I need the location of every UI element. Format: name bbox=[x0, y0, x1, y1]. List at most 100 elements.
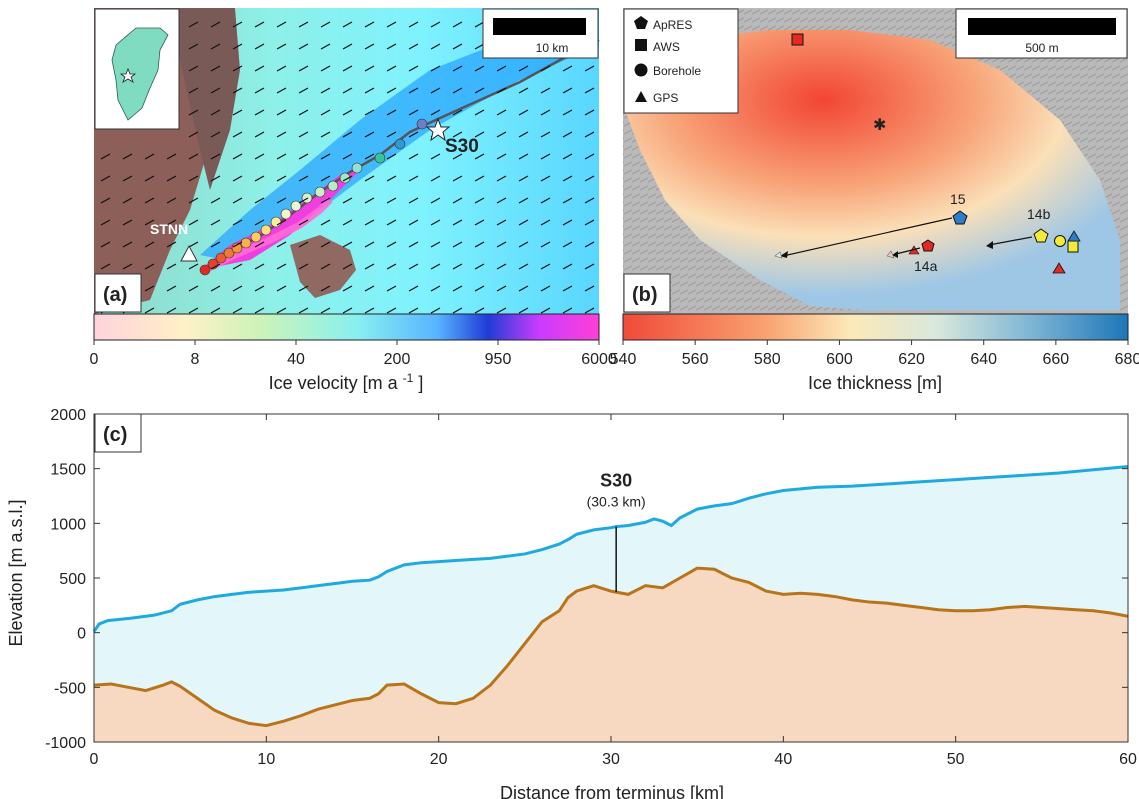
velocity-arrow bbox=[518, 109, 529, 116]
site-14b-arrow-icon bbox=[986, 241, 993, 249]
panel-b: ApRES AWS Borehole GPS 500 m ✱ 15 bbox=[610, 8, 1139, 393]
velocity-arrow bbox=[188, 21, 199, 28]
velocity-arrow bbox=[364, 131, 375, 138]
velocity-arrow bbox=[386, 131, 397, 138]
velocity-arrow bbox=[430, 241, 441, 248]
annotation-subtitle: (30.3 km) bbox=[587, 494, 646, 510]
velocity-arrow bbox=[474, 307, 485, 314]
velocity-arrow bbox=[430, 285, 441, 292]
velocity-arrow bbox=[584, 109, 595, 116]
velocity-arrow bbox=[210, 87, 221, 94]
velocity-arrow bbox=[144, 197, 155, 204]
velocity-arrow bbox=[232, 87, 243, 94]
velocity-arrow bbox=[100, 241, 111, 248]
velocity-arrow bbox=[232, 307, 243, 314]
bed-fill bbox=[94, 568, 1128, 742]
flowline-point bbox=[240, 237, 252, 249]
velocity-arrow bbox=[276, 307, 287, 314]
y-tick-label: 1000 bbox=[50, 516, 86, 533]
island bbox=[290, 235, 356, 298]
velocity-arrow bbox=[474, 109, 485, 116]
panel-c-label-box bbox=[94, 413, 142, 453]
velocity-arrow bbox=[518, 131, 529, 138]
velocity-arrow bbox=[276, 219, 287, 226]
velocity-arrow bbox=[254, 131, 265, 138]
velocity-arrow bbox=[408, 197, 419, 204]
panel-a-label-box bbox=[94, 273, 142, 313]
velocity-arrow bbox=[276, 87, 287, 94]
velocity-arrow bbox=[254, 197, 265, 204]
colorbar-tick-label: 680 bbox=[1115, 351, 1139, 368]
velocity-arrow bbox=[452, 197, 463, 204]
velocity-arrow bbox=[562, 109, 573, 116]
velocity-arrow bbox=[122, 153, 133, 160]
velocity-arrow bbox=[386, 263, 397, 270]
velocity-arrow bbox=[408, 153, 419, 160]
bed-line bbox=[93, 566, 1129, 728]
site-14b: 14b bbox=[986, 206, 1081, 274]
x-axis-label: Distance from terminus [km] bbox=[500, 783, 724, 799]
velocity-arrow bbox=[342, 241, 353, 248]
site-14a-endpoint bbox=[886, 250, 895, 259]
velocity-colorbar bbox=[93, 313, 600, 341]
velocity-arrow bbox=[166, 241, 177, 248]
velocity-arrow bbox=[408, 307, 419, 314]
flowline-point bbox=[351, 162, 363, 174]
velocity-arrow bbox=[408, 21, 419, 28]
velocity-arrow bbox=[254, 153, 265, 160]
velocity-colorbar-ticks: 0 8 40 200 950 6000 bbox=[90, 340, 617, 368]
velocity-arrow bbox=[254, 263, 265, 270]
velocity-arrow bbox=[320, 153, 331, 160]
velocity-arrow bbox=[364, 109, 375, 116]
velocity-arrow bbox=[364, 21, 375, 28]
x-tick-label: 0 bbox=[90, 751, 99, 768]
velocity-arrow bbox=[100, 263, 111, 270]
velocity-arrow bbox=[298, 263, 309, 270]
site-14b-apres-icon bbox=[1033, 228, 1049, 243]
legend-apres: ApRES bbox=[653, 18, 692, 32]
x-tick-label: 50 bbox=[947, 751, 965, 768]
velocity-arrow bbox=[122, 263, 133, 270]
velocity-arrow bbox=[342, 109, 353, 116]
velocity-arrow bbox=[540, 263, 551, 270]
velocity-arrow bbox=[364, 307, 375, 314]
velocity-arrow bbox=[122, 197, 133, 204]
velocity-arrow bbox=[254, 219, 265, 226]
fast-flow-region bbox=[200, 8, 599, 262]
velocity-arrow bbox=[232, 43, 243, 50]
velocity-arrow bbox=[298, 285, 309, 292]
velocity-arrow bbox=[232, 175, 243, 182]
station-label: STNN bbox=[150, 221, 188, 237]
velocity-arrow bbox=[430, 87, 441, 94]
velocity-arrow bbox=[276, 109, 287, 116]
panel-a: 10 km S30 STNN (a) 0 8 40 200 950 6000 Ice ve… bbox=[90, 8, 617, 393]
velocity-arrow bbox=[188, 109, 199, 116]
velocity-arrow bbox=[210, 21, 221, 28]
panel-b-label-box bbox=[623, 273, 671, 313]
velocity-arrow bbox=[364, 87, 375, 94]
velocity-arrow bbox=[496, 219, 507, 226]
velocity-arrow bbox=[474, 65, 485, 72]
velocity-arrow bbox=[254, 175, 265, 182]
velocity-arrow bbox=[342, 43, 353, 50]
velocity-arrow bbox=[562, 65, 573, 72]
y-tick-label: 500 bbox=[59, 571, 86, 588]
velocity-arrow bbox=[452, 219, 463, 226]
colorbar-tick-label: 580 bbox=[754, 351, 781, 368]
velocity-arrow bbox=[254, 87, 265, 94]
velocity-arrow bbox=[518, 153, 529, 160]
velocity-arrow bbox=[188, 43, 199, 50]
velocity-arrow bbox=[298, 307, 309, 314]
velocity-arrow bbox=[518, 87, 529, 94]
velocity-arrow bbox=[474, 285, 485, 292]
velocity-arrow bbox=[474, 87, 485, 94]
velocity-arrow bbox=[144, 263, 155, 270]
asterisk-icon: ✱ bbox=[873, 117, 886, 134]
velocity-arrow bbox=[254, 65, 265, 72]
annotation-title: S30 bbox=[600, 471, 632, 491]
y-tick-label: -500 bbox=[54, 680, 86, 697]
velocity-arrow bbox=[474, 153, 485, 160]
colorbar-tick-label: 950 bbox=[485, 351, 512, 368]
velocity-arrow bbox=[320, 219, 331, 226]
site-15-endpoint bbox=[774, 251, 783, 259]
